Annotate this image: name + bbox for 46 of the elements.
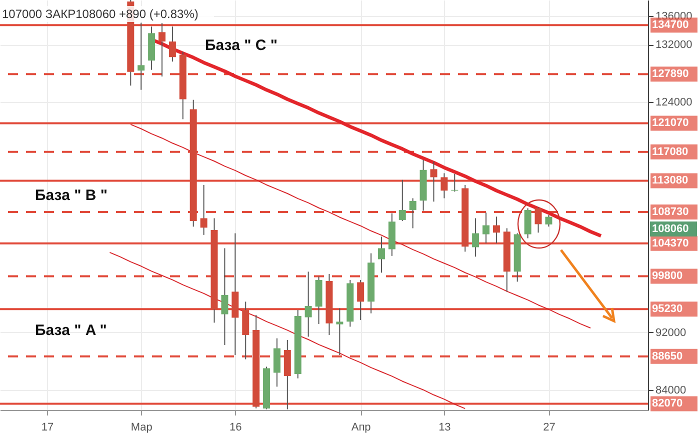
ref-line-label: 134700 <box>652 19 689 32</box>
candlestick <box>430 161 438 202</box>
y-tick-label: 84000 <box>656 384 686 396</box>
annotation: База " B " <box>35 187 108 204</box>
ref-line-label: 127890 <box>652 68 689 80</box>
x-tick-label: 16 <box>230 422 242 434</box>
x-tick-label: 13 <box>438 422 451 434</box>
line-series <box>130 124 592 328</box>
candlestick <box>534 206 542 234</box>
candlestick <box>168 26 176 62</box>
annotation: 107000 ЗАКР108060 +890 (+0.83%) <box>2 7 198 21</box>
x-tick-label: Мар <box>130 422 152 434</box>
candlestick <box>158 22 166 78</box>
annotation: База " C " <box>205 37 278 54</box>
candlestick <box>221 248 228 346</box>
y-tick-label: 92000 <box>656 326 686 339</box>
annotation: База " A " <box>35 322 107 339</box>
ref-line-label: 117080 <box>652 146 688 158</box>
ref-line-label: 95230 <box>652 303 683 316</box>
ref-line-label: 88650 <box>652 350 683 362</box>
candlestick <box>336 308 344 356</box>
y-tick-label: 132000 <box>656 39 692 52</box>
ref-line-label: 82070 <box>652 398 683 410</box>
ref-line-label: 113080 <box>652 174 688 187</box>
candlestick <box>440 172 448 199</box>
x-tick-label: Апр <box>351 422 371 434</box>
ref-line-label: 99800 <box>652 270 683 282</box>
candlestick <box>200 184 208 236</box>
y-tick-label: 124000 <box>656 96 692 109</box>
text: 108060 <box>652 223 689 235</box>
x-tick-label: 27 <box>543 422 556 434</box>
candlestick <box>409 198 416 229</box>
ref-line-label: 108730 <box>652 206 689 218</box>
candlestick <box>398 179 406 222</box>
candlestick <box>545 214 552 228</box>
candlestick <box>472 218 480 258</box>
ref-line-label: 104370 <box>652 237 689 250</box>
ref-line-label: 121070 <box>652 117 689 130</box>
candlestick <box>357 279 364 321</box>
line-series <box>109 252 466 410</box>
candlestick <box>482 212 490 244</box>
candlestick <box>492 216 500 244</box>
candlestick <box>304 271 312 338</box>
x-tick-label: 17 <box>41 422 54 434</box>
candlestick <box>138 22 145 90</box>
candlestick <box>378 236 385 274</box>
